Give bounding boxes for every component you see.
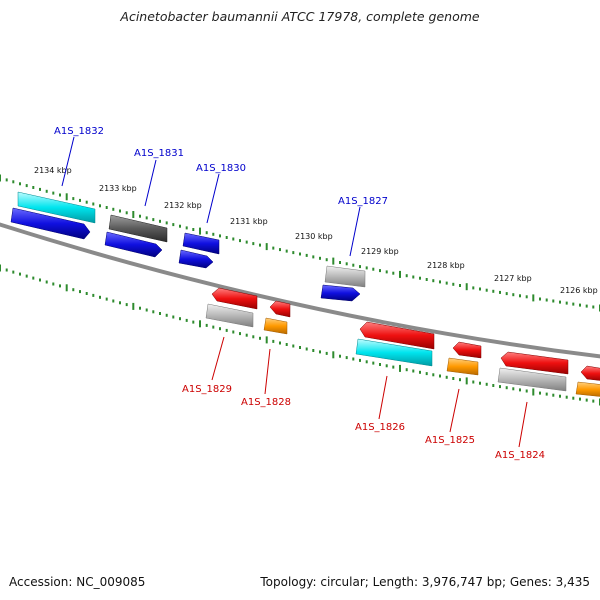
gene-labels: A1S_1832 A1S_1831 A1S_1830 A1S_1827 A1S_… (54, 126, 545, 461)
leader-line (211, 336, 225, 381)
leader-lines (61, 136, 528, 448)
gene-arrow[interactable] (575, 381, 600, 397)
gene-label: A1S_1824 (495, 450, 545, 461)
gene-arrow[interactable] (320, 284, 361, 302)
gene-arrow[interactable] (269, 300, 291, 318)
gene-label: A1S_1826 (355, 422, 405, 433)
gene-label: A1S_1829 (182, 384, 232, 395)
gene-arrow[interactable] (497, 367, 567, 392)
scale-ticks-inner (0, 264, 600, 406)
kbp-label: 2128 kbp (427, 261, 465, 270)
gene-arrow[interactable] (324, 265, 366, 288)
kbp-label: 2126 kbp (560, 286, 598, 295)
reverse-genes (205, 287, 600, 397)
kbp-label: 2132 kbp (164, 201, 202, 210)
gene-arrow[interactable] (108, 214, 168, 243)
gene-arrow[interactable] (178, 249, 214, 269)
leader-line (349, 206, 361, 257)
leader-line (206, 173, 220, 224)
scale-ticks-outer (0, 174, 600, 312)
gene-label: A1S_1831 (134, 148, 184, 159)
gene-arrow[interactable] (452, 341, 482, 359)
kbp-label: 2133 kbp (99, 184, 137, 193)
gene-arrow[interactable] (355, 338, 433, 367)
gene-arrow[interactable] (205, 303, 254, 328)
leader-line (264, 348, 271, 395)
map-title: Acinetobacter baumannii ATCC 17978, comp… (120, 9, 480, 24)
kbp-label: 2127 kbp (494, 274, 532, 283)
gene-arrow[interactable] (580, 365, 600, 381)
gene-arrow[interactable] (211, 287, 258, 310)
gene-arrow[interactable] (359, 321, 435, 350)
kbp-label: 2134 kbp (34, 166, 72, 175)
genome-backbone (0, 222, 600, 359)
kbp-labels: 2134 kbp 2133 kbp 2132 kbp 2131 kbp 2130… (34, 166, 598, 295)
leader-line (144, 159, 157, 207)
gene-arrow[interactable] (500, 351, 569, 375)
kbp-label: 2130 kbp (295, 232, 333, 241)
gene-arrow[interactable] (446, 357, 479, 376)
gene-arrow[interactable] (263, 317, 288, 335)
gene-arrow[interactable] (10, 207, 91, 240)
gene-label: A1S_1825 (425, 435, 475, 446)
gene-label: A1S_1828 (241, 397, 291, 408)
kbp-label: 2129 kbp (361, 247, 399, 256)
topology-text: Topology: circular; Length: 3,976,747 bp… (260, 575, 590, 589)
gene-label: A1S_1830 (196, 163, 246, 174)
leader-line (61, 136, 75, 187)
gene-arrow[interactable] (182, 232, 220, 255)
kbp-label: 2131 kbp (230, 217, 268, 226)
gene-label: A1S_1832 (54, 126, 104, 137)
forward-genes (10, 191, 366, 302)
gene-label: A1S_1827 (338, 196, 388, 207)
accession-text: Accession: NC_009085 (9, 575, 146, 589)
leader-line (518, 401, 528, 448)
leader-line (378, 375, 388, 420)
leader-line (449, 388, 460, 433)
gene-arrow[interactable] (104, 231, 163, 258)
gene-arrow[interactable] (17, 191, 96, 224)
